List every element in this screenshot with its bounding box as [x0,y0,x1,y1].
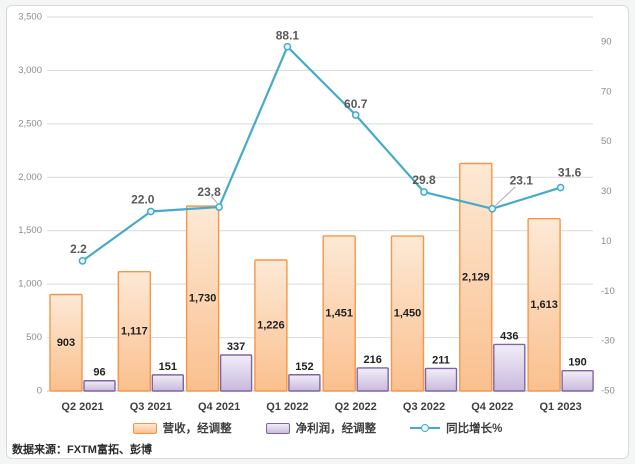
profit-bar [83,380,116,392]
revenue-bar-label: 903 [57,337,75,349]
growth-point-label: 60.7 [344,97,368,111]
y-axis-left-tick-label: 2,500 [18,118,42,129]
growth-point-label: 22.0 [131,192,155,206]
profit-bar-label: 152 [295,361,313,373]
growth-point [283,42,292,51]
profit-bar [356,367,389,392]
growth-point [351,111,360,119]
y-axis-right-tick-label: 50 [601,136,612,147]
label-leader-line [494,186,516,207]
y-axis-left-tick-label: 500 [26,332,42,343]
y-axis-right-tick-label: 90 [601,36,612,47]
growth-line [81,45,562,262]
profit-bar-label: 216 [364,354,382,366]
revenue-bar [322,235,356,392]
y-axis-left-tick-label: 3,500 [18,12,42,23]
revenue-bar-label: 2,129 [462,271,490,283]
label-leader-line [210,195,218,204]
revenue-bar [185,205,220,392]
combo-chart-svg: 0 500 1,000 1,500 2,000 2,500 3,000 3,500 -50 -30… [18,12,615,414]
x-axis-label: Q4 2021 [198,401,240,413]
x-axis-label: Q2 2022 [335,401,377,413]
revenue-bar-label: 1,451 [325,307,353,319]
growth-point [146,207,155,216]
profit-swatch-icon [265,422,290,434]
profit-bar-label: 436 [500,330,518,342]
growth-point [78,256,87,265]
y-axis-left-tick-label: 1,500 [18,225,42,236]
legend-item-revenue: 营收，经调整 [132,420,232,436]
revenue-bar-label: 1,730 [189,293,217,305]
x-axis-label: Q3 2022 [403,401,445,413]
y-axis-right-tick-label: -10 [601,286,615,297]
profit-bar-label: 151 [159,361,177,373]
x-axis-label: Q1 2022 [266,401,308,413]
legend-item-growth: 同比增长% [410,420,502,436]
revenue-swatch-icon [132,422,157,434]
growth-point-label: 29.8 [412,173,436,187]
profit-bar [493,343,526,392]
source-note: 数据来源：FXTM富拓、彭博 [12,444,152,456]
y-axis-left-tick-label: 3,000 [18,65,42,76]
revenue-bar [49,293,83,392]
chart-legend: 营收，经调整 净利润，经调整 同比增长% [0,420,635,436]
y-axis-right-tick-label: 30 [601,186,612,197]
revenue-bar-label: 1,613 [530,299,558,311]
legend-label-revenue: 营收，经调整 [162,423,232,435]
y-axis-right-tick-label: -30 [601,336,615,347]
profit-bar-label: 190 [568,357,586,369]
x-axis-label: Q3 2021 [130,401,172,413]
profit-bar [288,374,321,392]
revenue-bar [254,259,288,392]
profit-bar [151,374,185,392]
growth-point [556,183,565,192]
revenue-bar [459,162,493,392]
legend-label-growth: 同比增长% [446,423,503,435]
growth-point-label: 23.8 [197,185,221,199]
x-axis-label: Q4 2022 [471,401,513,413]
x-axis-label: Q2 2021 [61,401,103,413]
legend-label-profit: 净利润，经调整 [295,423,377,435]
y-axis-right-tick-label: 70 [601,86,612,97]
revenue-bar [117,270,152,392]
profit-bar [561,369,594,392]
x-axis-label: Q1 2023 [539,401,581,413]
revenue-bar-label: 1,226 [257,319,285,331]
revenue-bar-label: 1,450 [394,308,422,320]
y-axis-left-tick-label: 1,000 [18,279,42,290]
growth-point [420,188,428,196]
legend-item-profit: 净利润，经调整 [265,420,377,436]
growth-point-label: 23.1 [510,174,534,188]
profit-bar-label: 96 [93,367,105,379]
revenue-bar [390,235,425,392]
growth-point-label: 88.1 [276,29,300,43]
growth-line-swatch-icon [410,423,441,433]
growth-point-label: 2.2 [70,242,87,256]
revenue-bar-label: 1,117 [121,325,148,337]
profit-bar-label: 211 [432,354,450,366]
growth-point [488,204,497,213]
y-axis-left-tick-label: 2,000 [18,172,42,183]
y-axis-right-tick-label: 10 [601,236,612,247]
revenue-bar [527,217,561,392]
y-axis-left-tick-label: 0 [37,386,42,397]
growth-point-label: 31.6 [558,166,582,180]
profit-bar-label: 337 [227,341,245,353]
growth-point [215,203,223,211]
profit-bar [424,367,458,392]
y-axis-right-tick-label: -50 [601,386,615,397]
profit-bar [219,354,253,392]
